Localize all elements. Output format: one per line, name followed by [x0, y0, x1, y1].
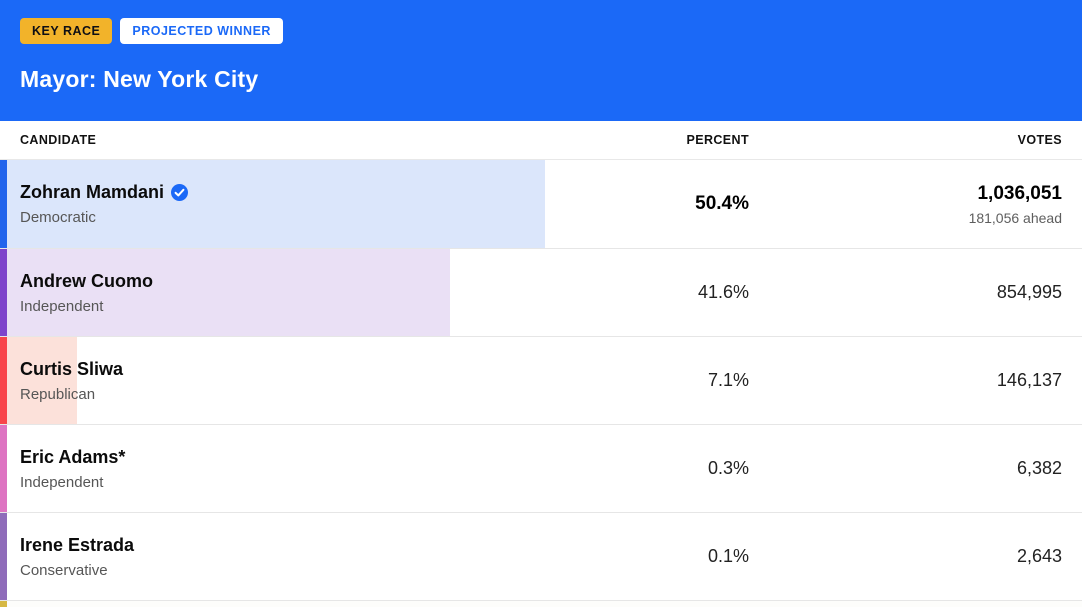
candidate-percent: 50.4%	[695, 193, 749, 214]
votes-ahead-note: 181,056 ahead	[968, 209, 1062, 226]
candidate-row: Zohran Mamdani Democratic 50.4% 1,036,05…	[0, 160, 1082, 248]
badge-group: KEY RACE PROJECTED WINNER	[20, 18, 1062, 44]
party-color-bar	[0, 249, 7, 336]
partial-next-row	[0, 600, 1082, 607]
candidate-party: Republican	[20, 385, 96, 403]
candidate-row: Irene Estrada Conservative 0.1% 2,643	[0, 512, 1082, 600]
candidate-row: Eric Adams* Independent 0.3% 6,382	[0, 424, 1082, 512]
vote-share-fill	[0, 337, 77, 424]
race-header: KEY RACE PROJECTED WINNER Mayor: New Yor…	[0, 0, 1082, 121]
column-header-candidate: CANDIDATE	[20, 133, 97, 147]
candidate-row: Curtis Sliwa Republican 7.1% 146,137	[0, 336, 1082, 424]
candidate-name: Eric Adams*	[20, 446, 126, 467]
column-header-percent: PERCENT	[686, 133, 749, 147]
candidate-name: Andrew Cuomo	[20, 270, 153, 291]
candidate-party: Conservative	[20, 561, 108, 579]
candidate-name: Zohran Mamdani	[20, 182, 165, 202]
candidate-row: Andrew Cuomo Independent 41.6% 854,995	[0, 248, 1082, 336]
party-color-bar	[0, 160, 7, 248]
party-color-bar	[0, 601, 7, 607]
candidate-percent: 0.3%	[707, 458, 749, 478]
candidate-votes: 2,643	[1016, 546, 1062, 566]
candidate-name: Curtis Sliwa	[20, 358, 124, 379]
candidate-percent: 7.1%	[707, 370, 749, 390]
party-color-bar	[0, 513, 7, 600]
candidate-party: Independent	[20, 297, 104, 315]
candidate-votes: 146,137	[996, 370, 1062, 390]
candidate-name: Irene Estrada	[20, 534, 135, 555]
vote-share-fill	[0, 249, 451, 336]
key-race-badge: KEY RACE	[20, 18, 113, 44]
winner-check-icon	[171, 184, 189, 201]
candidate-party: Independent	[20, 473, 104, 491]
vote-share-fill	[0, 160, 546, 248]
candidate-votes: 1,036,051	[977, 182, 1062, 204]
candidate-percent: 0.1%	[707, 546, 749, 566]
table-header-row: CANDIDATE PERCENT VOTES	[0, 121, 1082, 160]
candidate-votes: 6,382	[1016, 458, 1062, 478]
results-table-body: Zohran Mamdani Democratic 50.4% 1,036,05…	[0, 160, 1082, 600]
candidate-percent: 41.6%	[697, 282, 749, 302]
race-title: Mayor: New York City	[20, 66, 259, 92]
candidate-votes: 854,995	[996, 282, 1062, 302]
projected-winner-badge: PROJECTED WINNER	[120, 18, 283, 44]
candidate-party: Democratic	[20, 209, 96, 226]
party-color-bar	[0, 425, 7, 512]
column-header-votes: VOTES	[1017, 133, 1062, 147]
party-color-bar	[0, 337, 7, 424]
